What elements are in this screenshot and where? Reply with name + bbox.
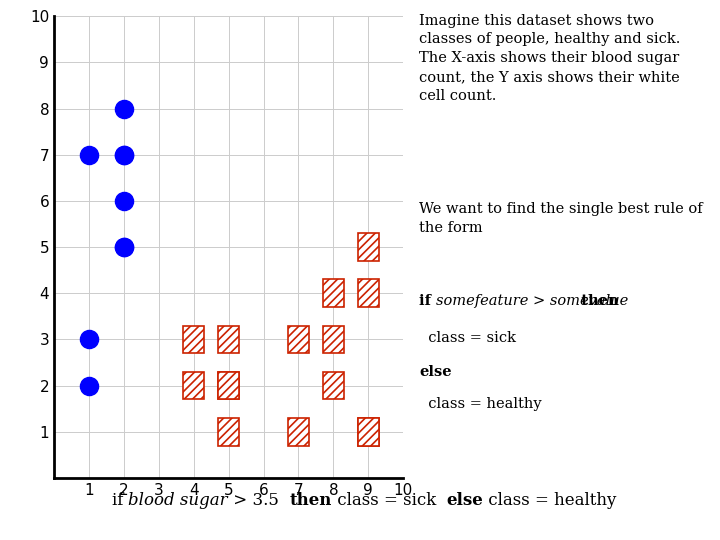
Bar (183, 326, 204, 353)
Bar (358, 418, 379, 446)
Text: if: if (112, 492, 128, 509)
Bar (218, 372, 239, 400)
Bar (358, 233, 379, 261)
Bar (358, 418, 379, 446)
Point (118, 243, 130, 252)
Text: somefeature > somevalue: somefeature > somevalue (436, 294, 629, 308)
Point (118, 197, 130, 205)
Bar (183, 372, 204, 400)
Bar (288, 418, 309, 446)
Point (83, 335, 94, 344)
Text: blood sugar: blood sugar (128, 492, 228, 509)
Point (83, 151, 94, 159)
Text: class = healthy: class = healthy (419, 397, 541, 411)
Point (118, 243, 130, 252)
Text: class = sick: class = sick (419, 331, 516, 345)
Point (118, 104, 130, 113)
Bar (218, 418, 239, 446)
Text: class = healthy: class = healthy (483, 492, 616, 509)
Point (118, 151, 130, 159)
Text: if: if (419, 294, 436, 308)
Bar (323, 326, 344, 353)
Point (83, 381, 94, 390)
Point (118, 151, 130, 159)
Bar (358, 279, 379, 307)
Text: then: then (571, 294, 618, 308)
Text: then: then (289, 492, 332, 509)
Bar (218, 326, 239, 353)
Bar (323, 279, 344, 307)
Bar (323, 372, 344, 400)
Text: > 3.5: > 3.5 (228, 492, 289, 509)
Bar (288, 326, 309, 353)
Text: else: else (446, 492, 483, 509)
Text: class = sick: class = sick (332, 492, 446, 509)
Text: Imagine this dataset shows two
classes of people, healthy and sick.
The X-axis s: Imagine this dataset shows two classes o… (419, 14, 680, 103)
Text: We want to find the single best rule of
the form: We want to find the single best rule of … (419, 202, 703, 235)
Text: else: else (419, 364, 451, 379)
Bar (218, 372, 239, 400)
